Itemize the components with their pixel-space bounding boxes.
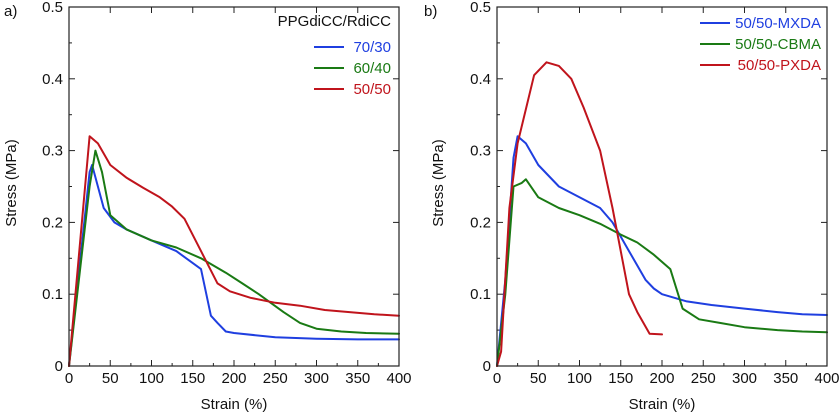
panel-a-xtick-label: 300 (304, 370, 329, 387)
panel-a-ytick-label: 0.2 (42, 214, 63, 231)
panel-b-xtick-label: 0 (493, 370, 501, 387)
panel-b-xtick-label: 300 (732, 370, 757, 387)
panel-a-ytick-label: 0 (55, 358, 63, 375)
panel-b-plot-frame (496, 6, 828, 367)
panel-b: b) Stress (MPa) Strain (%) 0 50 100 150 200 2… (424, 0, 840, 413)
panel-b-xtick-label: 350 (773, 370, 798, 387)
panel-b-ytick-label: 0.3 (470, 143, 491, 160)
panel-b-xtick-label: 200 (649, 370, 674, 387)
panel-a-series-50-50-line (68, 135, 400, 367)
panel-b-legend: 50/50-MXDA 50/50-CBMA 50/50-PXDA (700, 15, 821, 74)
panel-a-label: a) (4, 3, 17, 20)
panel-b-xlabel: Strain (%) (629, 396, 696, 413)
panel-b-xtick-label: 100 (567, 370, 592, 387)
panel-a-xtick-label: 250 (263, 370, 288, 387)
panel-b-series-50-50-cbma-line (496, 178, 828, 367)
panel-a-xtick-label: 50 (102, 370, 119, 387)
panel-b-ytick-label: 0.1 (470, 286, 491, 303)
panel-a-xtick-label: 150 (180, 370, 205, 387)
panel-b-series (496, 61, 828, 367)
panel-b-xtick-label: 50 (530, 370, 547, 387)
panel-a-ytick-label: 0.5 (42, 0, 63, 16)
panel-a-xtick-label: 350 (345, 370, 370, 387)
panel-a-series-70-30-line (68, 164, 400, 367)
panel-b-ytick-label: 0.5 (470, 0, 491, 16)
panel-a-legend-label: 60/40 (353, 60, 391, 77)
panel-a-legend-title: PPGdiCC/RdiCC (278, 13, 392, 30)
panel-b-series-50-50-pxda-line (496, 61, 663, 367)
panel-a-ytick-label: 0.1 (42, 286, 63, 303)
panel-b-legend-label: 50/50-PXDA (738, 57, 821, 74)
panel-b-legend-label: 50/50-CBMA (735, 36, 821, 53)
panel-a-series (68, 135, 400, 367)
panel-a-ticks: 0 50 100 150 200 250 300 350 400 0 0.1 0.2 0.3 0.4 0.5 (42, 0, 411, 387)
panel-b-legend-label: 50/50-MXDA (735, 15, 821, 32)
panel-a-legend-label: 50/50 (353, 81, 391, 98)
panel-a-legend-label: 70/30 (353, 39, 391, 56)
panel-a-xtick-label: 200 (221, 370, 246, 387)
panel-b-xtick-label: 150 (608, 370, 633, 387)
panel-b-ticks: 0 50 100 150 200 250 300 350 400 0 0.1 0.2 0.3 0.4 0.5 (470, 0, 839, 387)
panel-a-series-60-40-line (68, 149, 400, 367)
panel-b-ytick-label: 0.2 (470, 214, 491, 231)
panel-b-ylabel: Stress (MPa) (430, 139, 447, 227)
panel-a-xtick-label: 0 (65, 370, 73, 387)
panel-b-xtick-label: 250 (691, 370, 716, 387)
panel-b-ytick-label: 0 (483, 358, 491, 375)
panel-a-legend: 70/30 60/40 50/50 (314, 39, 391, 98)
panel-a-xtick-label: 100 (139, 370, 164, 387)
panel-b-label: b) (424, 3, 437, 20)
panel-a-ytick-label: 0.3 (42, 143, 63, 160)
panel-a-plot-frame (68, 6, 400, 367)
panel-b-ytick-label: 0.4 (470, 71, 491, 88)
panel-a-xlabel: Strain (%) (201, 396, 268, 413)
panel-a-ylabel: Stress (MPa) (3, 139, 20, 227)
panel-b-xtick-label: 400 (814, 370, 839, 387)
panel-a-xtick-label: 400 (386, 370, 411, 387)
panel-a: a) Stress (MPa) Strain (%) 0 50 100 150 200 2… (3, 0, 412, 413)
panel-a-ytick-label: 0.4 (42, 71, 63, 88)
panel-b-series-50-50-mxda-line (496, 135, 828, 367)
